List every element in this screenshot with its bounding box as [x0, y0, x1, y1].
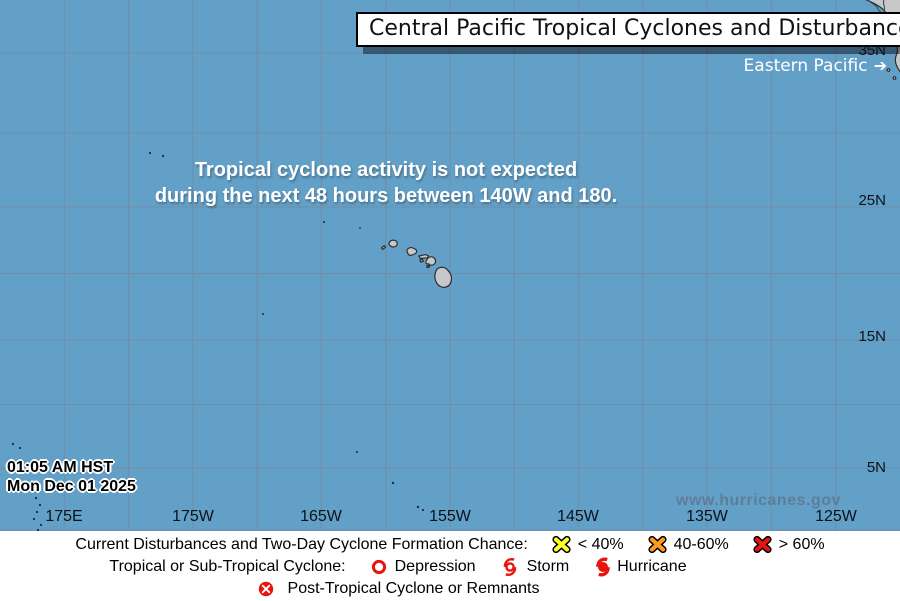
island-kahoolawe [425, 264, 431, 269]
lon-label-175e: 175E [45, 508, 83, 525]
post-tropical-icon [257, 580, 275, 598]
high-chance-x-icon [753, 535, 772, 554]
hurricane-label: Hurricane [617, 557, 687, 575]
depression-icon [370, 558, 388, 576]
eastern-pacific-link[interactable]: Eastern Pacific ➔ [744, 56, 887, 76]
outlook-message-line2: during the next 48 hours between 140W an… [154, 185, 618, 207]
right-arrow-icon: ➔ [873, 56, 887, 75]
graticule [0, 0, 900, 531]
post-tropical-label: Post-Tropical Cyclone or Remnants [287, 579, 540, 597]
legend-row-post-tropical: Post-Tropical Cyclone or Remnants [0, 578, 900, 599]
map-canvas [0, 0, 900, 531]
lon-label-135w: 135W [686, 508, 728, 525]
island-kauai [388, 239, 398, 248]
depression-label: Depression [394, 557, 476, 575]
lat-label-25n: 25N [858, 192, 886, 209]
legend-item-medium-chance: 40-60% [647, 535, 729, 554]
hawaiian-islands [380, 239, 453, 288]
low-chance-x-icon [552, 535, 571, 554]
legend-item-high-chance: > 60% [753, 535, 825, 554]
formation-chance-label: Current Disturbances and Two-Day Cyclone… [75, 535, 528, 553]
storm-label: Storm [526, 557, 570, 575]
cyclone-type-label: Tropical or Sub-Tropical Cyclone: [109, 557, 346, 575]
island-niihau [380, 244, 387, 251]
timestamp-time: 01:05 AM HST [7, 459, 114, 476]
lon-label-145w: 145W [557, 508, 599, 525]
outlook-message-line1: Tropical cyclone activity is not expecte… [194, 159, 578, 181]
legend-item-low-chance: < 40% [552, 535, 624, 554]
lon-label-125w: 125W [815, 508, 857, 525]
lon-label-155w: 155W [429, 508, 471, 525]
island-hawaii [434, 266, 453, 288]
pacific-map: Central Pacific Tropical Cyclones and Di… [0, 0, 900, 531]
issuance-timestamp: 01:05 AM HST Mon Dec 01 2025 [7, 458, 136, 496]
legend-row-cyclone-types: Tropical or Sub-Tropical Cyclone: Depres… [0, 556, 900, 577]
lat-label-15n: 15N [858, 328, 886, 345]
medium-chance-x-icon [647, 535, 667, 554]
storm-icon [500, 557, 520, 577]
lat-label-35n: 35N [858, 42, 886, 59]
legend-item-storm: Storm [500, 557, 570, 577]
hurricane-icon [593, 557, 613, 577]
legend-item-hurricane: Hurricane [593, 557, 687, 577]
lon-label-165w: 165W [300, 508, 342, 525]
legend-item-post-tropical: Post-Tropical Cyclone or Remnants [257, 579, 540, 598]
legend-item-depression: Depression [370, 558, 476, 576]
lat-label-5n: 5N [866, 459, 886, 476]
lon-label-175w: 175W [172, 508, 214, 525]
high-chance-label: > 60% [778, 535, 825, 553]
island-oahu [406, 246, 418, 256]
hurricanes-gov-watermark: www.hurricanes.gov [676, 492, 841, 509]
outlook-message: Tropical cyclone activity is not expecte… [0, 157, 772, 209]
island-lanai [419, 258, 424, 263]
eastern-pacific-label: Eastern Pacific [743, 56, 868, 76]
map-title: Central Pacific Tropical Cyclones and Di… [356, 12, 900, 47]
legend-row-formation-chance: Current Disturbances and Two-Day Cyclone… [0, 534, 900, 555]
medium-chance-label: 40-60% [673, 535, 729, 553]
timestamp-date: Mon Dec 01 2025 [7, 478, 136, 495]
legend: Current Disturbances and Two-Day Cyclone… [0, 531, 900, 601]
atoll-specks [11, 151, 425, 531]
island-maui [425, 256, 437, 266]
island-molokai [418, 253, 430, 260]
low-chance-label: < 40% [577, 535, 624, 553]
map-title-text: Central Pacific Tropical Cyclones and Di… [369, 16, 900, 41]
